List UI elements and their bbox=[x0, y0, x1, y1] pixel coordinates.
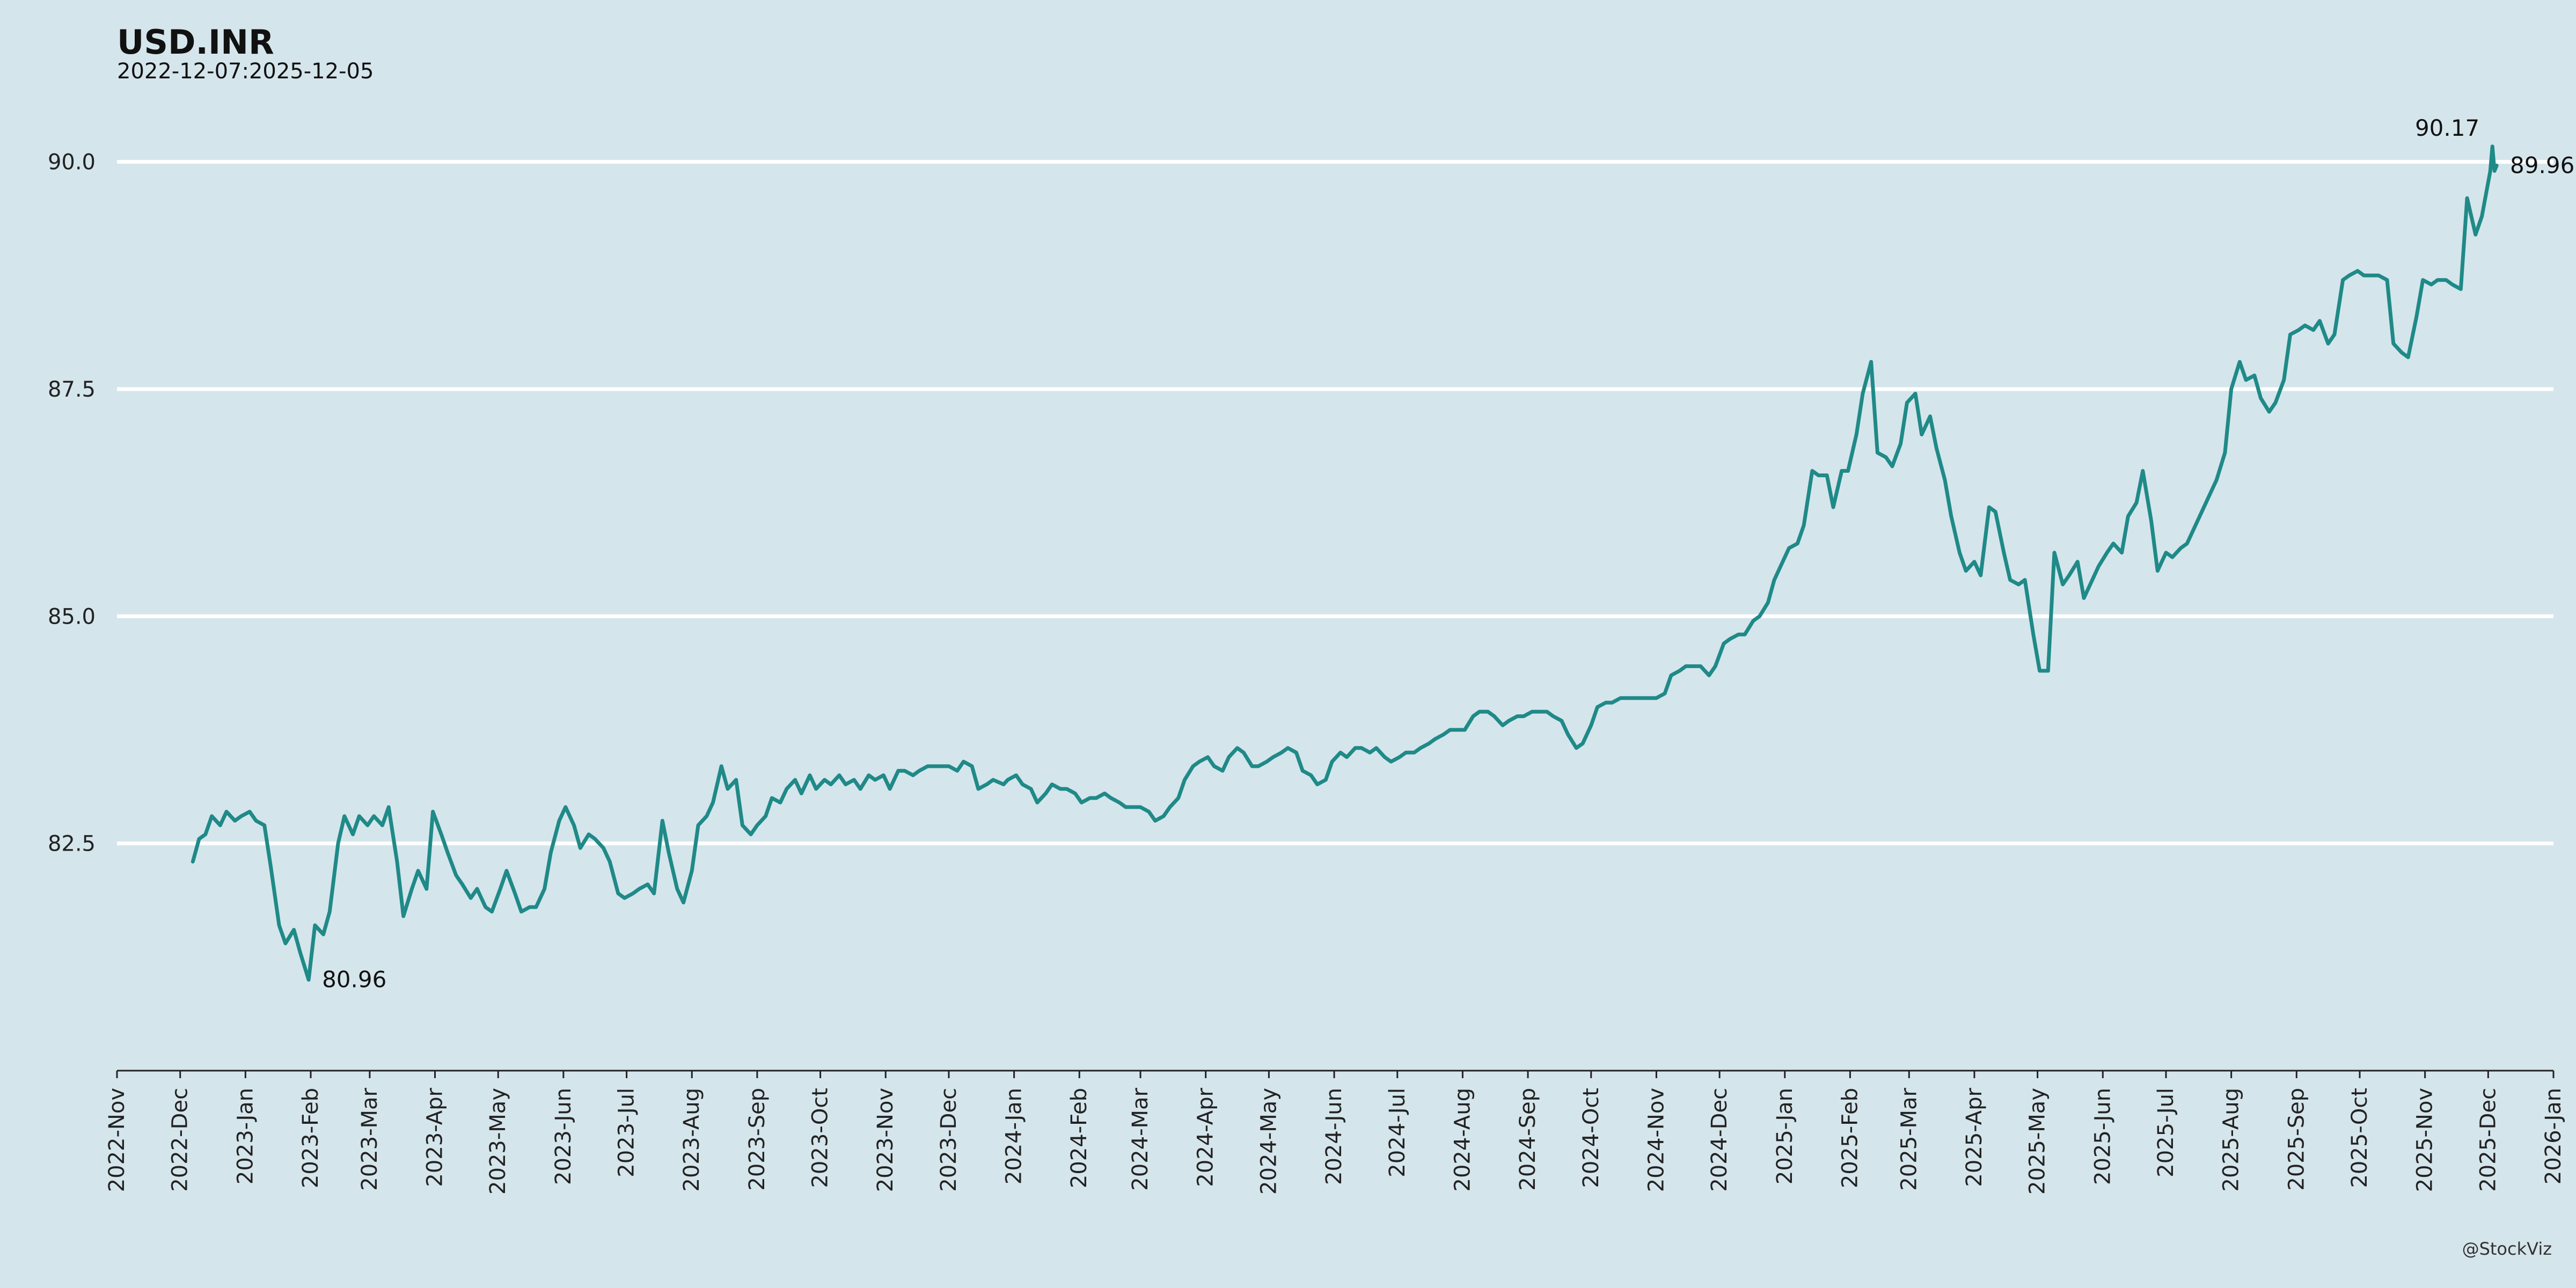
x-tick-label: 2025-May bbox=[2025, 1088, 2050, 1195]
x-tick-label: 2024-Feb bbox=[1067, 1088, 1092, 1188]
x-tick-label: 2025-Apr bbox=[1962, 1087, 1987, 1187]
value-annotation: 89.96 bbox=[2510, 152, 2574, 178]
x-tick-label: 2025-Dec bbox=[2476, 1088, 2500, 1192]
x-tick-label: 2024-Jan bbox=[1002, 1088, 1027, 1184]
x-tick-label: 2024-Aug bbox=[1450, 1088, 1475, 1191]
y-axis-ticks: 82.5 85.0 87.5 90.0 bbox=[48, 150, 96, 857]
annotations: 90.17 89.96 80.96 bbox=[322, 115, 2574, 993]
chart-title: USD.INR bbox=[117, 23, 274, 62]
x-tick-label: 2022-Nov bbox=[105, 1088, 129, 1192]
x-tick-label: 2023-Nov bbox=[873, 1088, 898, 1192]
x-tick-label: 2023-Mar bbox=[357, 1087, 382, 1190]
credit-label: @StockViz bbox=[2462, 1239, 2552, 1259]
x-tick-label: 2024-Jun bbox=[1322, 1088, 1346, 1185]
x-tick-label: 2023-Jun bbox=[551, 1088, 576, 1185]
y-tick-label: 90.0 bbox=[48, 150, 96, 175]
x-tick-label: 2024-Nov bbox=[1644, 1088, 1668, 1192]
y-tick-label: 87.5 bbox=[48, 377, 96, 402]
series-layer bbox=[191, 144, 2499, 982]
x-tick-label: 2025-Oct bbox=[2347, 1088, 2372, 1188]
x-tick-label: 2025-Jul bbox=[2154, 1088, 2178, 1177]
x-tick-label: 2022-Dec bbox=[168, 1088, 193, 1192]
usdinr-series-line bbox=[191, 144, 2499, 982]
x-tick-label: 2024-Oct bbox=[1579, 1088, 1604, 1188]
x-tick-label: 2023-Sep bbox=[745, 1088, 770, 1191]
x-tick-label: 2024-May bbox=[1256, 1088, 1281, 1195]
x-tick-label: 2025-Nov bbox=[2413, 1088, 2438, 1192]
x-tick-label: 2025-Mar bbox=[1897, 1087, 1921, 1190]
x-tick-label: 2023-Jul bbox=[614, 1088, 639, 1177]
x-tick-label: 2025-Sep bbox=[2284, 1088, 2309, 1191]
value-annotation: 90.17 bbox=[2415, 115, 2479, 141]
x-tick-label: 2023-Jan bbox=[233, 1088, 258, 1184]
x-tick-label: 2025-Aug bbox=[2219, 1088, 2244, 1191]
x-tick-label: 2024-Apr bbox=[1194, 1087, 1218, 1187]
y-tick-label: 85.0 bbox=[48, 604, 96, 629]
x-tick-label: 2023-Feb bbox=[298, 1088, 323, 1188]
x-tick-label: 2024-Sep bbox=[1516, 1088, 1540, 1191]
gridlines bbox=[117, 160, 2553, 846]
x-tick-label: 2024-Mar bbox=[1128, 1087, 1153, 1190]
x-tick-label: 2026-Jan bbox=[2541, 1088, 2566, 1184]
x-tick-label: 2025-Jun bbox=[2090, 1088, 2115, 1185]
chart-subtitle: 2022-12-07:2025-12-05 bbox=[117, 59, 374, 84]
x-tick-label: 2025-Jan bbox=[1773, 1088, 1797, 1184]
x-tick-label: 2024-Dec bbox=[1707, 1088, 1732, 1192]
x-tick-label: 2023-May bbox=[486, 1088, 510, 1195]
x-tick-label: 2023-Oct bbox=[808, 1088, 833, 1188]
y-tick-label: 82.5 bbox=[48, 832, 96, 857]
value-annotation: 80.96 bbox=[322, 967, 386, 993]
x-tick-label: 2023-Apr bbox=[423, 1087, 448, 1187]
x-axis-ticks: 2022-Nov 2022-Dec 2023-Jan 2023-Feb 2023-Mar… bbox=[105, 1071, 2566, 1195]
x-tick-label: 2025-Feb bbox=[1838, 1088, 1862, 1188]
x-tick-label: 2023-Dec bbox=[936, 1088, 961, 1192]
x-tick-label: 2023-Aug bbox=[679, 1088, 704, 1191]
x-tick-label: 2024-Jul bbox=[1385, 1088, 1410, 1177]
